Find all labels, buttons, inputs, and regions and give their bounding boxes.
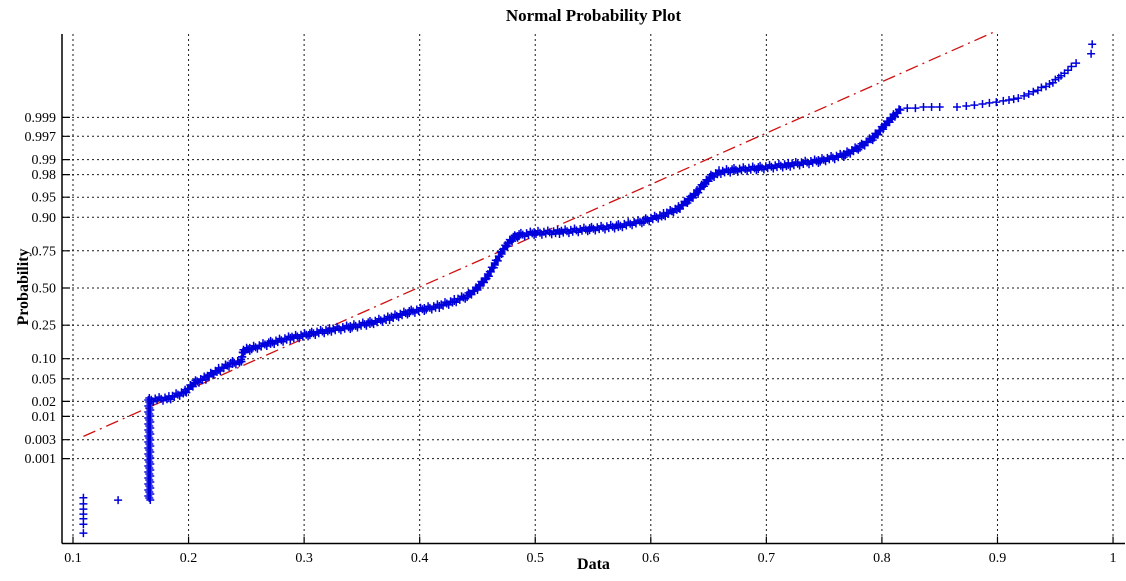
axis-ticks	[62, 116, 1114, 544]
reference-line	[83, 31, 995, 437]
y-tick-label: 0.02	[32, 395, 57, 410]
x-tick-label: 0.9	[989, 551, 1007, 566]
x-axis-title: Data	[577, 556, 610, 573]
y-tick-label: 0.001	[25, 452, 57, 467]
y-tick-label: 0.05	[32, 372, 57, 387]
y-tick-label: 0.98	[32, 168, 57, 183]
y-tick-label: 0.999	[25, 111, 57, 126]
x-tick-label: 0.2	[180, 551, 198, 566]
y-tick-label: 0.997	[25, 130, 57, 145]
x-tick-label: 0.1	[64, 551, 82, 566]
y-tick-label: 0.10	[32, 352, 57, 367]
x-tick-label: 0.6	[642, 551, 660, 566]
x-tick-labels: 0.1 0.2 0.3 0.4 0.5 0.6 0.7 0.8 0.9 1	[64, 551, 1116, 566]
x-tick-label: 0.7	[758, 551, 776, 566]
data-markers	[79, 40, 1097, 538]
x-tick-label: 0.5	[526, 551, 544, 566]
y-tick-label: 0.50	[32, 282, 57, 297]
axis-lines	[61, 34, 1125, 545]
x-tick-label: 0.3	[295, 551, 313, 566]
y-gridlines	[62, 116, 1125, 460]
y-tick-label: 0.01	[32, 410, 57, 425]
y-tick-label: 0.003	[25, 433, 57, 448]
x-tick-label: 0.8	[873, 551, 891, 566]
y-tick-label: 0.95	[32, 191, 57, 206]
y-tick-label: 0.25	[32, 319, 57, 334]
x-tick-label: 1	[1110, 551, 1117, 566]
y-tick-label: 0.99	[32, 153, 57, 168]
chart-title: Normal Probability Plot	[505, 6, 682, 25]
x-tick-label: 0.4	[411, 551, 429, 566]
y-tick-label: 0.90	[32, 211, 57, 226]
y-tick-label: 0.75	[32, 244, 57, 259]
y-tick-labels: 0.001 0.003 0.010.02 0.05 0.10 0.25 0.50 0.75 0.…	[25, 111, 57, 467]
